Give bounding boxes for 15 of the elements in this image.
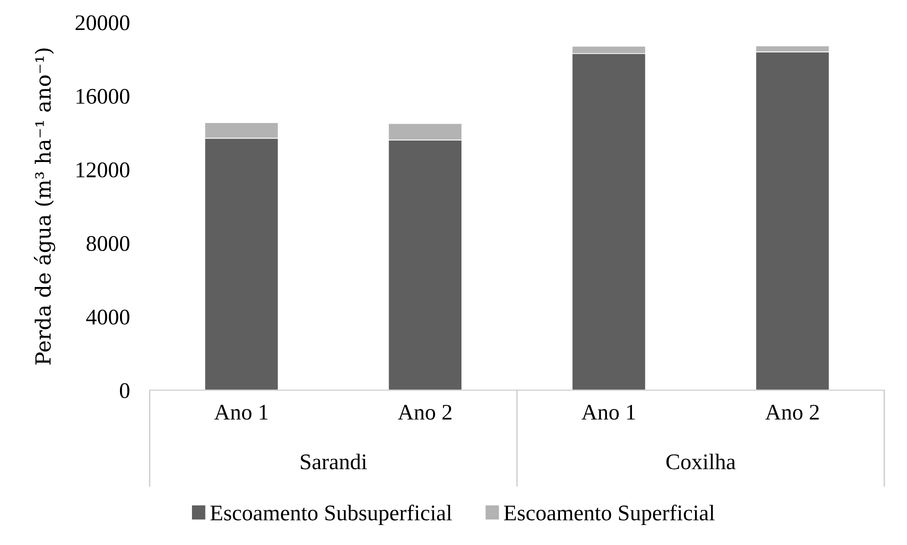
legend-label: Escoamento Superficial (504, 504, 715, 525)
x-tick-label: Ano 2 (398, 404, 452, 420)
x-tick-label: Ano 1 (214, 404, 268, 420)
y-tick-label: 20000 (76, 15, 130, 30)
y-axis-title: Perda de água (m³ ha⁻¹ ano⁻¹) (34, 48, 56, 365)
x-tick-label: Ano 2 (765, 404, 819, 420)
y-tick-label: 12000 (76, 162, 130, 178)
x-tick-label: Ano 1 (582, 404, 635, 420)
y-tick-label: 16000 (76, 88, 130, 104)
y-tick-label: 8000 (86, 236, 130, 251)
y-tick-label: 0 (120, 383, 130, 398)
text: Sarandi (300, 454, 367, 470)
text: Coxilha (666, 454, 736, 470)
y-tick-label: 4000 (86, 310, 130, 325)
legend-label: Escoamento Subsuperficial (210, 504, 452, 525)
